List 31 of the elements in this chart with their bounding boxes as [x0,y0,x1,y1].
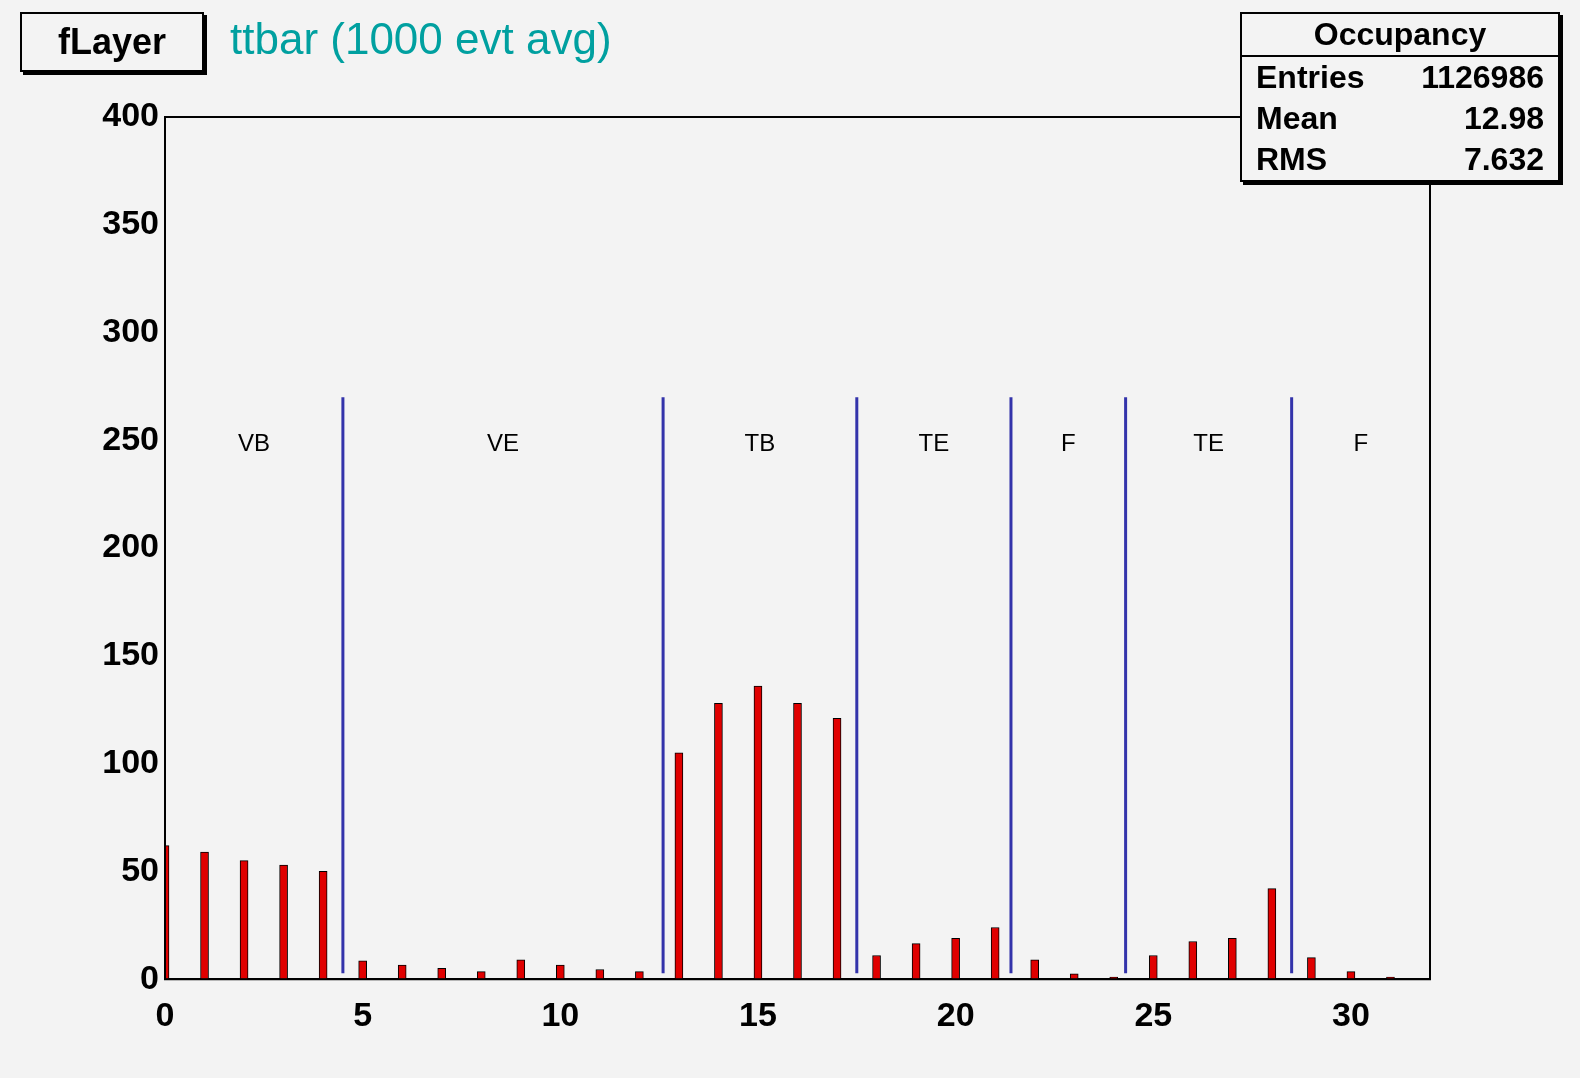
chart-title: fLayer [20,12,204,72]
text: 12.98 [1463,100,1544,137]
y-tick-label: 200 [102,526,159,565]
y-tick-label: 350 [102,203,159,242]
x-tick-label: 15 [739,994,777,1033]
text: 1126986 [1421,59,1544,96]
text: Occupancy [1242,14,1558,57]
x-tick-label: 25 [1134,994,1173,1033]
y-tick-label: 150 [102,634,159,673]
annotation: Mean [1256,100,1338,137]
annotation: TE [918,429,950,457]
annotation: F [1353,429,1369,457]
x-tick-label: 5 [353,994,373,1033]
annotation: TB [744,429,776,457]
y-tick-label: 0 [140,957,159,996]
y-tick-label: 300 [102,310,159,349]
annotation: TE [1193,429,1224,457]
annotation: RMS [1256,141,1328,178]
text: 7.632 [1463,141,1544,178]
annotation: VB [237,429,270,457]
annotation: F [1060,429,1076,457]
y-tick-label: 100 [102,742,159,781]
x-tick-label: 20 [936,994,975,1033]
chart-subtitle: ttbar (1000 evt avg) [230,14,612,64]
y-tick-label: 50 [121,849,159,888]
annotation: VE [486,429,519,457]
x-tick-label: 10 [541,994,580,1033]
text: Entries [1256,59,1365,96]
y-tick-label: 400 [102,95,159,134]
x-tick-label: 30 [1332,994,1370,1033]
y-tick-label: 250 [102,418,159,457]
